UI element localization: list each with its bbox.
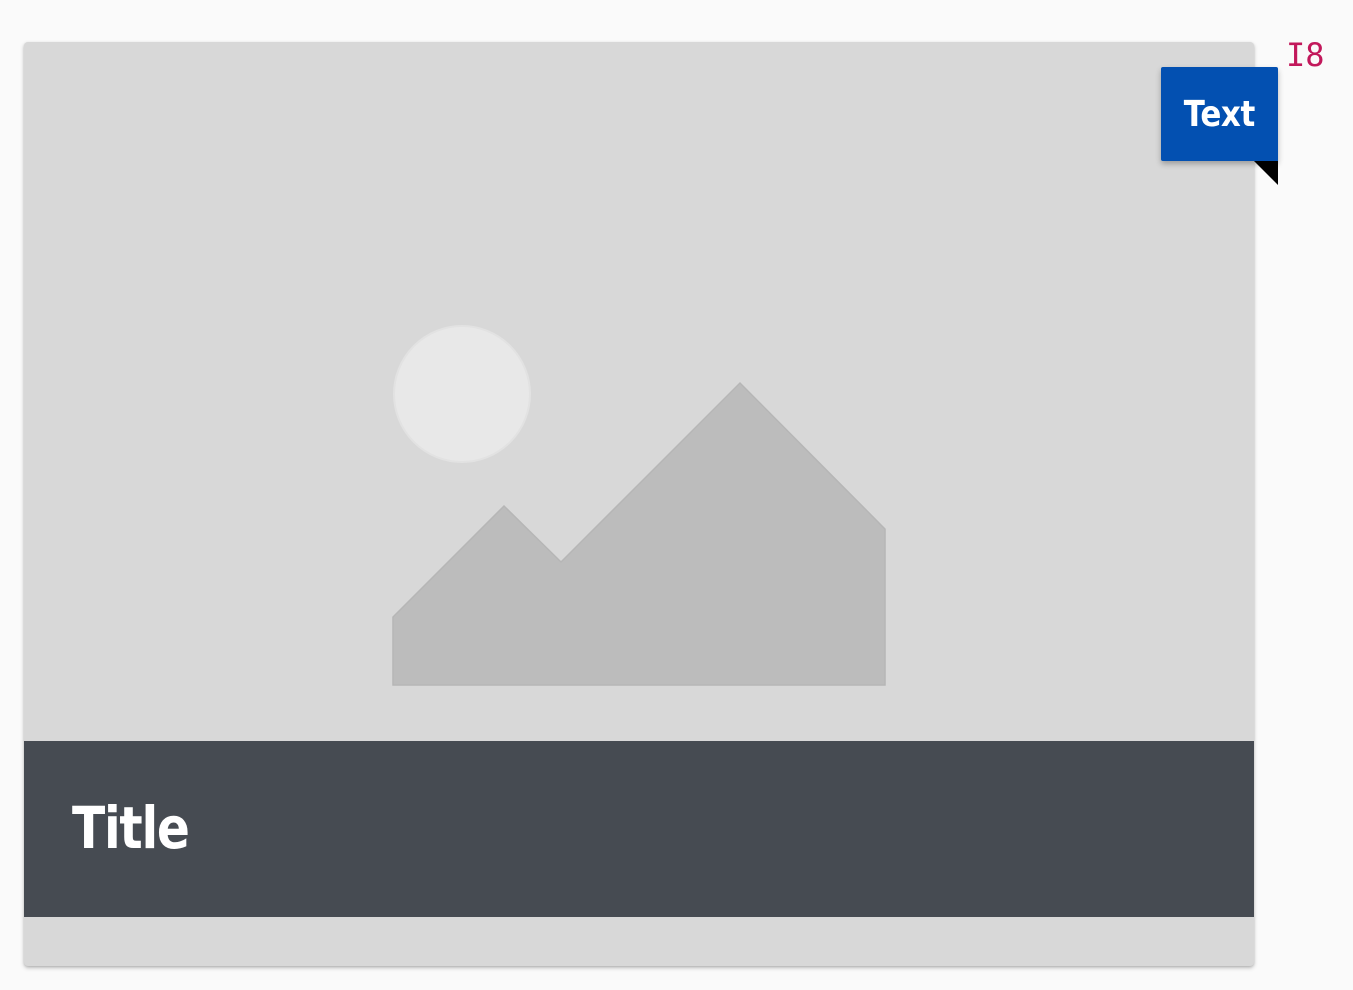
placeholder-mountains-shape: [392, 381, 886, 686]
image-placeholder-icon: [392, 325, 886, 686]
card-title-bar: Title: [24, 741, 1254, 917]
corner-indicator: I8: [1286, 36, 1325, 74]
card-title: Title: [72, 794, 190, 862]
text-tag-label: Text: [1183, 93, 1256, 135]
tag-fold-corner: [1254, 161, 1278, 185]
card[interactable]: Title: [24, 42, 1254, 966]
placeholder-sun-shape: [393, 325, 531, 463]
text-tag[interactable]: Text: [1161, 67, 1278, 161]
card-media: [24, 42, 1254, 741]
